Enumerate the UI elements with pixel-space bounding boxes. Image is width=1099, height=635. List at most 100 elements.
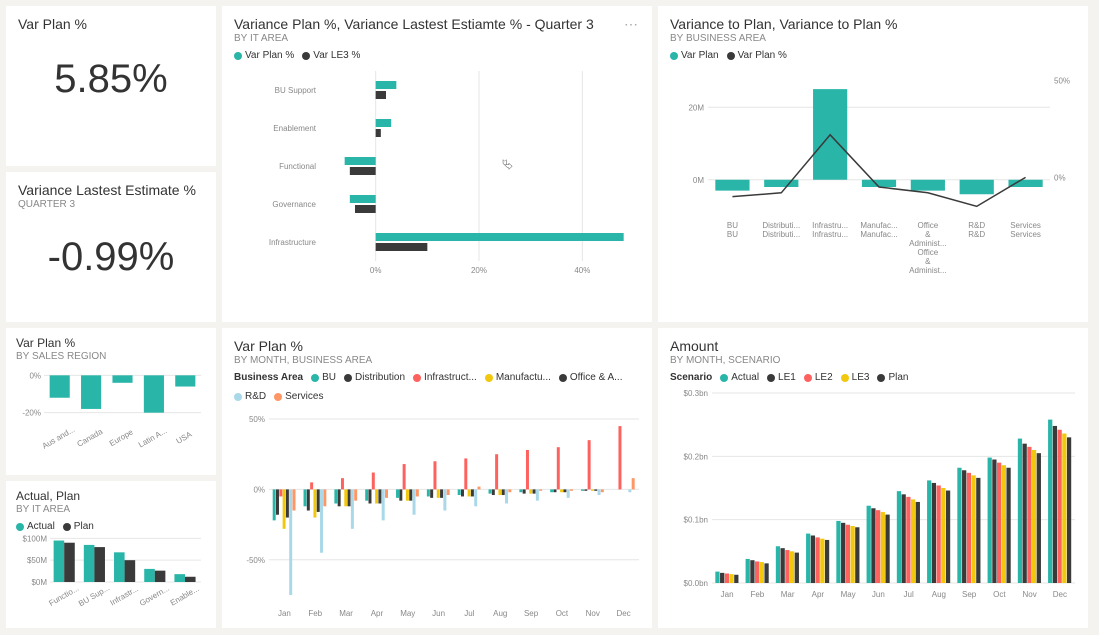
card-subtitle: Quarter 3 bbox=[18, 199, 204, 210]
svg-text:R&D: R&D bbox=[968, 221, 985, 230]
legend-item[interactable]: Actual bbox=[16, 521, 55, 532]
svg-text:Manufac...: Manufac... bbox=[860, 221, 897, 230]
svg-text:Govern...: Govern... bbox=[138, 584, 171, 608]
svg-text:0%: 0% bbox=[370, 266, 382, 275]
legend-label: Office & A... bbox=[570, 372, 623, 383]
svg-text:Functio...: Functio... bbox=[47, 584, 80, 608]
legend-label: Actual bbox=[731, 372, 759, 383]
legend-item[interactable]: LE3 bbox=[841, 372, 870, 383]
legend-item[interactable]: Plan bbox=[63, 521, 94, 532]
legend-item[interactable]: Var Plan bbox=[670, 50, 719, 61]
svg-text:Infrastru...: Infrastru... bbox=[812, 221, 848, 230]
region-chart-card[interactable]: Var Plan % By Sales Region -20%0%Aus and… bbox=[6, 328, 216, 475]
legend-item[interactable]: R&D bbox=[234, 391, 266, 402]
card-title: Actual, Plan bbox=[16, 489, 206, 503]
svg-text:Europe: Europe bbox=[108, 427, 135, 448]
svg-text:Mar: Mar bbox=[781, 590, 795, 599]
legend-item[interactable]: Office & A... bbox=[559, 372, 623, 383]
kpi-var-plan-card[interactable]: Var Plan % 5.85% bbox=[6, 6, 216, 166]
svg-text:-20%: -20% bbox=[22, 409, 41, 418]
cursor-icon: ⮱ bbox=[502, 156, 513, 173]
legend-label: Plan bbox=[888, 372, 908, 383]
legend-swatch bbox=[234, 393, 242, 401]
legend-item[interactable]: Var Plan % bbox=[727, 50, 787, 61]
svg-text:Latin A...: Latin A... bbox=[137, 426, 168, 449]
legend-item[interactable]: Actual bbox=[720, 372, 759, 383]
amount-chart-card[interactable]: Amount By Month, Scenario ScenarioActual… bbox=[658, 328, 1088, 628]
svg-text:20%: 20% bbox=[471, 266, 487, 275]
legend-swatch bbox=[767, 374, 775, 382]
legend-label: Services bbox=[285, 391, 323, 402]
legend-label: R&D bbox=[245, 391, 266, 402]
svg-text:$0.0bn: $0.0bn bbox=[684, 579, 708, 588]
legend-swatch bbox=[720, 374, 728, 382]
kpi-var-le-card[interactable]: Variance Lastest Estimate % Quarter 3 -0… bbox=[6, 172, 216, 322]
svg-text:Feb: Feb bbox=[750, 590, 764, 599]
chart-legend: Var Plan Var Plan % bbox=[670, 50, 1076, 61]
svg-text:BU Support: BU Support bbox=[275, 86, 317, 95]
left-bottom-column: Var Plan % By Sales Region -20%0%Aus and… bbox=[6, 328, 216, 628]
svg-text:40%: 40% bbox=[574, 266, 590, 275]
legend-swatch bbox=[311, 374, 319, 382]
svg-text:Oct: Oct bbox=[993, 590, 1006, 599]
legend-swatch bbox=[234, 52, 242, 60]
kpi-value: -0.99% bbox=[18, 235, 204, 280]
legend-item[interactable]: BU bbox=[311, 372, 336, 383]
legend-label: LE2 bbox=[815, 372, 833, 383]
svg-text:Distributi...: Distributi... bbox=[762, 230, 800, 239]
legend-label: Var Plan % bbox=[738, 50, 787, 61]
monthba-chart-card[interactable]: Var Plan % By Month, Business Area Busin… bbox=[222, 328, 652, 628]
hbar-chart-card[interactable]: ⋯ Variance Plan %, Variance Lastest Esti… bbox=[222, 6, 652, 322]
kpi-value: 5.85% bbox=[18, 57, 204, 102]
legend-label: LE1 bbox=[778, 372, 796, 383]
svg-text:Jun: Jun bbox=[872, 590, 885, 599]
svg-text:Governance: Governance bbox=[272, 200, 316, 209]
svg-text:Dec: Dec bbox=[1053, 590, 1067, 599]
svg-text:0M: 0M bbox=[693, 176, 704, 185]
svg-text:Jan: Jan bbox=[278, 609, 291, 618]
legend-swatch bbox=[485, 374, 493, 382]
chart-legend: Var Plan % Var LE3 % bbox=[234, 50, 640, 61]
card-title: Variance Plan %, Variance Lastest Estiam… bbox=[234, 16, 640, 32]
svg-text:Office: Office bbox=[917, 221, 938, 230]
svg-text:0%: 0% bbox=[29, 371, 41, 380]
legend-item[interactable]: Plan bbox=[877, 372, 908, 383]
legend-item[interactable]: Manufactu... bbox=[485, 372, 551, 383]
legend-swatch bbox=[877, 374, 885, 382]
card-title: Amount bbox=[670, 338, 1076, 354]
legend-swatch bbox=[559, 374, 567, 382]
legend-swatch bbox=[841, 374, 849, 382]
legend-item[interactable]: Var Plan % bbox=[234, 50, 294, 61]
legend-label: Var LE3 % bbox=[313, 50, 360, 61]
legend-item[interactable]: Infrastruct... bbox=[413, 372, 477, 383]
legend-swatch bbox=[670, 52, 678, 60]
legend-swatch bbox=[727, 52, 735, 60]
more-options-icon[interactable]: ⋯ bbox=[624, 16, 640, 33]
svg-text:Mar: Mar bbox=[339, 609, 353, 618]
legend-item[interactable]: Services bbox=[274, 391, 323, 402]
legend-label: LE3 bbox=[852, 372, 870, 383]
svg-text:Apr: Apr bbox=[812, 590, 825, 599]
chart-legend: ScenarioActualLE1LE2LE3Plan bbox=[670, 372, 1076, 383]
svg-text:Jan: Jan bbox=[721, 590, 734, 599]
hbar-chart: 0%20%40%BU SupportEnablementFunctionalGo… bbox=[234, 61, 644, 291]
svg-text:Infrastructure: Infrastructure bbox=[269, 238, 317, 247]
svg-text:Enable...: Enable... bbox=[169, 584, 201, 608]
svg-text:Administ...: Administ... bbox=[909, 266, 946, 275]
legend-item[interactable]: LE2 bbox=[804, 372, 833, 383]
legend-label: Manufactu... bbox=[496, 372, 551, 383]
legend-label: BU bbox=[322, 372, 336, 383]
svg-text:Dec: Dec bbox=[616, 609, 630, 618]
svg-text:Administ...: Administ... bbox=[909, 239, 946, 248]
svg-text:Sep: Sep bbox=[524, 609, 539, 618]
svg-text:$0.2bn: $0.2bn bbox=[684, 452, 708, 461]
legend-item[interactable]: LE1 bbox=[767, 372, 796, 383]
combo-chart-card[interactable]: Variance to Plan, Variance to Plan % By … bbox=[658, 6, 1088, 322]
legend-item[interactable]: Distribution bbox=[344, 372, 405, 383]
legend-label: Var Plan bbox=[681, 50, 719, 61]
legend-item[interactable]: Var LE3 % bbox=[302, 50, 360, 61]
actualplan-chart-card[interactable]: Actual, Plan By IT Area ActualPlan $0M$5… bbox=[6, 481, 216, 628]
dashboard-grid: Var Plan % 5.85% Variance Lastest Estima… bbox=[0, 0, 1099, 634]
legend-swatch bbox=[413, 374, 421, 382]
svg-text:Nov: Nov bbox=[1023, 590, 1037, 599]
